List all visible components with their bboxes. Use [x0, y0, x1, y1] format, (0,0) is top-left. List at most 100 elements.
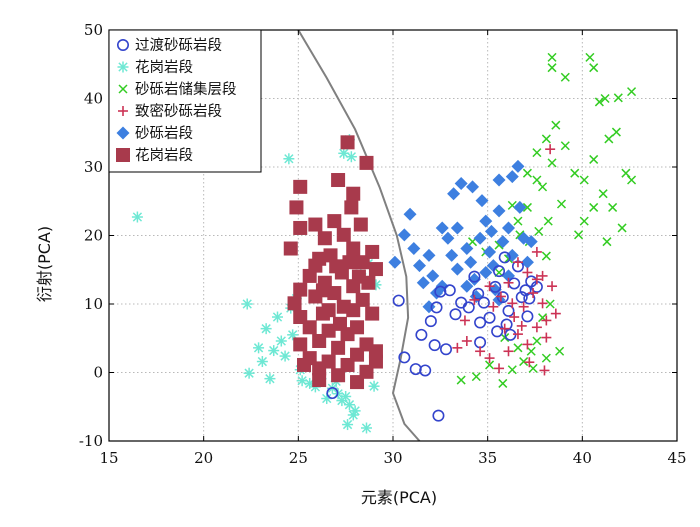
data-point [317, 231, 332, 246]
data-point [353, 217, 368, 232]
data-point-stroke [257, 356, 268, 367]
data-point [574, 230, 584, 240]
data-point-stroke [280, 351, 290, 361]
data-point [422, 248, 436, 262]
data-point [503, 277, 514, 288]
data-point [283, 241, 298, 256]
data-point-stroke [253, 343, 264, 353]
series-3 [452, 144, 561, 376]
data-point [441, 231, 455, 245]
data-point [460, 242, 474, 256]
data-point [509, 312, 520, 323]
data-point [534, 226, 544, 236]
data-point-stroke [541, 134, 551, 144]
legend-marker [117, 38, 130, 51]
data-point-stroke [485, 360, 495, 370]
data-point [469, 289, 483, 303]
data-point [443, 284, 456, 297]
data-point [455, 296, 468, 309]
data-point [472, 287, 485, 300]
data-point [462, 301, 475, 314]
data-point [488, 301, 499, 312]
data-point [585, 52, 595, 62]
data-point [579, 175, 589, 185]
data-point [608, 202, 618, 212]
data-point-stroke [265, 374, 275, 384]
data-point-stroke [611, 127, 621, 137]
data-point [293, 179, 308, 194]
data-point [397, 228, 411, 242]
y-axis-title: 衍射(PCA) [35, 226, 54, 302]
data-point [545, 299, 555, 309]
data-point [537, 298, 548, 309]
y-tick-label: 40 [84, 90, 103, 108]
data-point-stroke [594, 97, 604, 107]
data-point [293, 220, 308, 235]
data-point [541, 353, 551, 363]
data-point [479, 265, 493, 279]
data-point [541, 315, 552, 326]
data-point-stroke [617, 223, 627, 233]
data-point [471, 372, 481, 382]
data-point [368, 380, 380, 392]
data-point [256, 356, 268, 368]
data-point [532, 336, 542, 346]
data-point-stroke [545, 299, 555, 309]
data-point-stroke [515, 230, 525, 240]
data-point-stroke [242, 299, 252, 309]
data-point [537, 270, 548, 281]
data-point [491, 325, 504, 338]
data-point [464, 255, 478, 269]
data-point-stroke [498, 378, 508, 388]
data-point [528, 288, 539, 299]
data-point [331, 173, 346, 188]
y-tick-label: -10 [79, 432, 103, 450]
data-point [519, 357, 529, 367]
data-point [275, 335, 287, 347]
data-point [419, 364, 432, 377]
data-point-stroke [589, 63, 599, 73]
data-point [351, 269, 366, 284]
data-point-stroke [560, 72, 570, 82]
data-point [432, 409, 445, 422]
data-point [452, 342, 463, 353]
legend-marker-stroke [118, 84, 128, 94]
data-point [131, 211, 143, 223]
data-point [507, 365, 517, 375]
data-point [460, 279, 474, 293]
series-5 [283, 135, 383, 390]
data-point [469, 294, 480, 305]
data-point [522, 202, 532, 212]
data-point [589, 202, 599, 212]
x-tick-label: 25 [289, 449, 308, 467]
data-point [541, 134, 551, 144]
data-point [621, 168, 631, 178]
data-point-stroke [547, 158, 557, 168]
data-point [604, 134, 614, 144]
data-point [340, 357, 355, 372]
data-point [520, 255, 534, 269]
y-tick-label: 20 [84, 227, 103, 245]
data-point [511, 159, 525, 173]
data-point-stroke [361, 423, 372, 433]
data-point [521, 310, 534, 323]
data-point [524, 357, 535, 368]
data-point [428, 339, 441, 352]
data-point [468, 270, 481, 283]
x-tick-label: 40 [573, 449, 592, 467]
data-point-stroke [526, 346, 536, 356]
data-point [287, 296, 302, 311]
data-point [515, 291, 528, 304]
data-point [321, 303, 336, 318]
data-point-stroke [547, 63, 557, 73]
data-point [531, 246, 542, 257]
data-point [461, 335, 472, 346]
legend-marker-stroke [118, 62, 128, 72]
data-point [241, 298, 253, 310]
data-point [531, 274, 542, 285]
data-point-stroke [344, 400, 355, 410]
data-point [483, 245, 497, 259]
data-point [494, 363, 505, 374]
data-point [555, 346, 565, 356]
data-point [513, 343, 523, 353]
